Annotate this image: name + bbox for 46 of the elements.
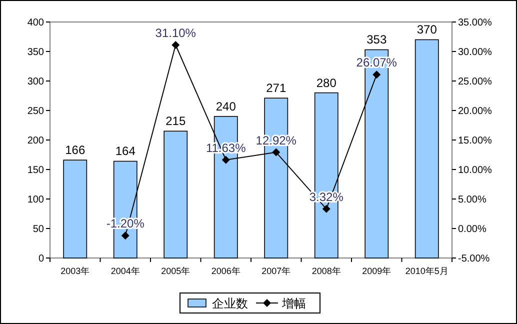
x-tick-label: 2007年 [262,266,291,276]
x-tick-label: 2004年 [110,266,140,276]
y-tick-label: 100 [27,194,44,206]
data-label: 215 [166,114,186,128]
y2-tick-label: 30.00% [458,47,492,58]
y-tick-label: 300 [27,76,44,88]
y2-tick-label: 25.00% [458,76,492,88]
y-tick-label: 400 [27,18,44,28]
y-tick-label: 150 [27,165,44,176]
x-tick-label: 2003年 [60,266,90,276]
point [372,70,381,79]
bar [63,160,88,258]
data-label: 31.10% [155,26,196,40]
x-tick-label: 2009年 [362,266,392,276]
data-label: 240 [216,99,236,114]
point [322,204,330,213]
x-tick-label: 2010年5月 [405,266,448,276]
y2-tick-label: 0.00% [458,224,486,235]
y2-tick-label: -5.00% [458,254,490,264]
data-label: 166 [65,143,86,158]
y-tick-label: 250 [27,106,44,117]
y-tick-label: 200 [27,136,44,146]
x-tick-label: 2005年 [161,266,190,276]
x-tick-label: 2008年 [312,266,341,276]
y2-tick-label: 20.00% [458,106,492,117]
point [272,148,280,156]
data-label: 271 [266,81,286,96]
point [222,156,230,164]
data-label: 280 [316,76,337,90]
data-label: 164 [115,144,136,158]
bar [414,39,439,258]
point [121,232,130,240]
legend-label: 增幅 [281,296,306,310]
y2-tick-label: 5.00% [458,194,486,206]
y2-tick-label: 10.00% [458,165,492,176]
y2-tick-label: 35.00% [458,18,492,28]
bar [164,130,188,258]
point [172,41,180,50]
y-tick-label: 0 [38,254,44,264]
y-tick-label: 350 [27,47,44,58]
y-tick-label: 50 [32,224,44,235]
data-label: 370 [416,22,438,37]
data-label: 353 [366,32,387,47]
legend-label: 企业数 [212,296,248,310]
y2-tick-label: 15.00% [458,136,492,146]
x-tick-label: 2006年 [211,266,240,276]
